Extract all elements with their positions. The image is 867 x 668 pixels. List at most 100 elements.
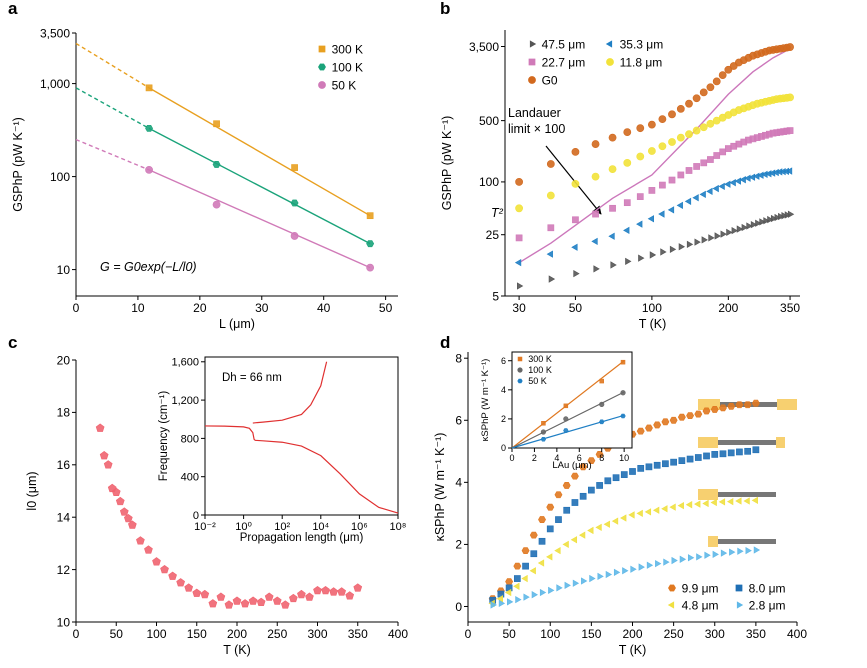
data-point	[707, 156, 714, 163]
data-point	[652, 506, 660, 514]
data-point	[751, 399, 760, 407]
data-point	[605, 570, 613, 579]
legend-marker	[528, 76, 536, 84]
fit-line	[518, 48, 791, 264]
legend-marker	[668, 584, 676, 592]
y-tick-label: 12	[57, 563, 71, 577]
data-point	[719, 148, 727, 156]
data-point	[620, 390, 626, 396]
data-point	[663, 558, 670, 566]
data-point	[337, 587, 346, 596]
data-point	[660, 248, 667, 256]
data-point	[759, 218, 766, 226]
data-point	[613, 568, 621, 576]
data-point	[99, 451, 109, 460]
data-point	[216, 592, 226, 601]
data-point	[645, 463, 653, 471]
data-point	[289, 593, 298, 603]
data-point	[638, 254, 645, 262]
x-tick-label: 150	[187, 627, 207, 641]
data-point	[784, 211, 792, 219]
data-point	[609, 204, 616, 212]
data-point	[297, 589, 306, 599]
data-point	[603, 520, 610, 528]
data-point	[737, 547, 744, 555]
data-point	[787, 210, 795, 218]
data-point	[684, 197, 692, 205]
legend-label: 35.3 μm	[620, 37, 664, 51]
data-point	[562, 482, 571, 489]
data-point	[200, 589, 210, 599]
annotation: limit × 100	[508, 122, 565, 136]
data-point	[563, 506, 571, 514]
data-point	[581, 577, 588, 585]
data-point	[366, 212, 374, 220]
data-point	[103, 460, 113, 469]
annotation: Dh = 66 nm	[222, 372, 282, 384]
data-point	[587, 526, 594, 535]
data-point	[712, 77, 721, 86]
data-point	[767, 215, 774, 224]
data-point	[630, 565, 637, 573]
data-point	[366, 240, 375, 248]
y-tick-label: 20	[57, 353, 71, 367]
data-point	[504, 588, 512, 597]
data-point	[712, 184, 719, 193]
data-point	[648, 187, 656, 194]
data-point	[653, 461, 661, 469]
data-point	[496, 595, 504, 603]
x-tick-label: 40	[317, 301, 331, 315]
data-point	[531, 591, 538, 599]
fit-line	[252, 361, 328, 424]
data-point	[571, 147, 580, 156]
x-tick-label: 350	[348, 627, 368, 641]
data-point	[591, 140, 600, 148]
y-axis-label: GSPhP (pW K⁻¹)	[440, 116, 454, 211]
data-point	[572, 579, 580, 587]
data-point	[726, 228, 733, 236]
data-point	[746, 222, 753, 230]
data-point	[578, 531, 586, 539]
data-point	[702, 407, 711, 415]
data-point	[645, 424, 653, 432]
y-tick-label: 4	[455, 476, 462, 490]
data-point	[588, 486, 595, 494]
data-point	[515, 596, 522, 604]
y-tick-label: 25	[486, 228, 500, 242]
data-point	[554, 491, 563, 499]
x-tick-label: 10⁶	[351, 521, 368, 533]
data-point	[546, 503, 555, 511]
data-point	[735, 497, 742, 505]
y-tick-label: 6	[501, 356, 506, 366]
fit-line	[204, 425, 399, 514]
data-point	[686, 240, 694, 248]
data-point	[115, 496, 125, 506]
data-point	[744, 447, 752, 455]
data-point	[523, 593, 530, 601]
x-tick-label: 20	[193, 301, 207, 315]
y-tick-label: 0	[193, 510, 199, 522]
panel-letter: c	[8, 333, 17, 352]
data-point	[248, 596, 258, 605]
x-tick-label: 200	[227, 627, 247, 641]
data-point	[620, 413, 626, 419]
legend-label: 8.0 μm	[749, 581, 786, 595]
legend-label: G0	[542, 73, 558, 87]
data-point	[637, 465, 645, 472]
data-point	[539, 588, 547, 597]
x-tick-label: 30	[255, 301, 269, 315]
data-point	[693, 163, 700, 170]
data-point	[692, 194, 699, 202]
data-point	[710, 498, 717, 507]
x-tick-label: 100	[540, 627, 560, 641]
x-tick-label: 10⁰	[235, 521, 252, 533]
data-point	[686, 455, 694, 463]
y-tick-label: 3,500	[40, 26, 70, 40]
data-point	[647, 215, 654, 223]
fit-line	[511, 414, 625, 449]
x-tick-label: 200	[718, 301, 738, 315]
data-point	[668, 138, 676, 146]
data-point	[694, 410, 703, 418]
data-point	[750, 220, 758, 229]
